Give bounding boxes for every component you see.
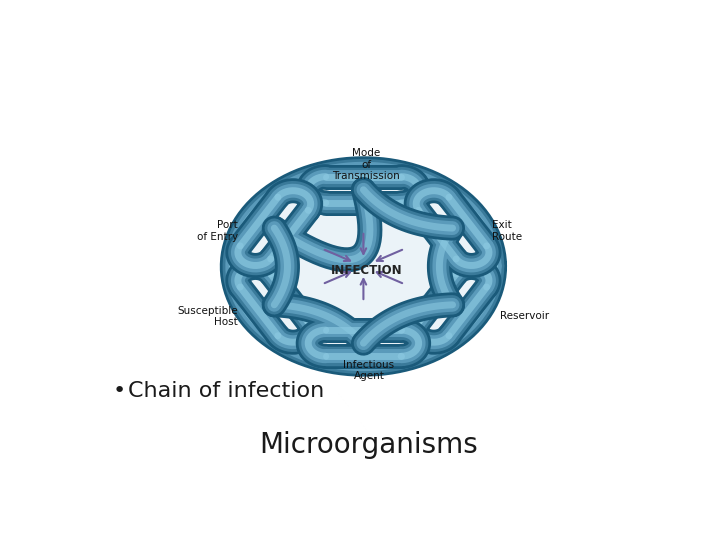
Text: Port
of Entry: Port of Entry	[197, 220, 238, 242]
Text: •: •	[112, 381, 125, 401]
Text: Susceptible
Host: Susceptible Host	[177, 306, 238, 327]
Text: Microorganisms: Microorganisms	[260, 431, 478, 459]
Text: Exit
Route: Exit Route	[492, 220, 522, 242]
Text: Reservoir: Reservoir	[500, 312, 549, 321]
Text: Chain of infection: Chain of infection	[128, 381, 324, 401]
Circle shape	[224, 163, 503, 370]
Text: INFECTION: INFECTION	[330, 264, 402, 277]
Text: Infectious
Agent: Infectious Agent	[343, 360, 395, 381]
Text: Mode
of
Transmission: Mode of Transmission	[333, 148, 400, 181]
